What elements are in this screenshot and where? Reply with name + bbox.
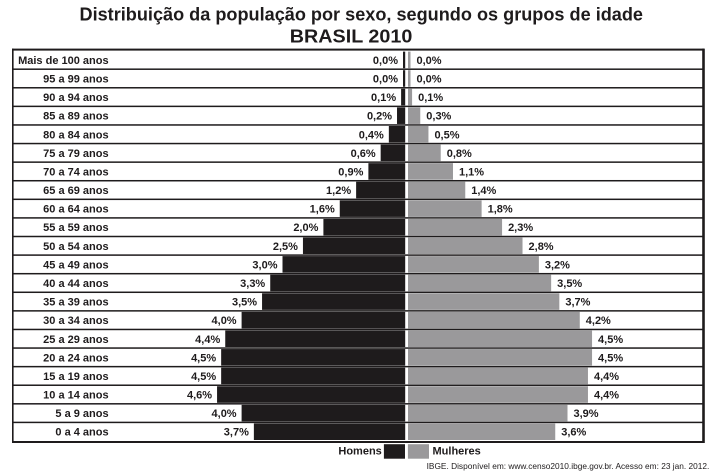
svg-text:70 a 74 anos: 70 a 74 anos [43, 166, 108, 178]
svg-text:3,6%: 3,6% [561, 427, 586, 439]
svg-text:45 a 49 anos: 45 a 49 anos [43, 259, 108, 271]
svg-text:1,2%: 1,2% [326, 185, 351, 197]
svg-text:0,2%: 0,2% [367, 111, 392, 123]
svg-text:4,2%: 4,2% [586, 315, 611, 327]
svg-text:3,7%: 3,7% [565, 297, 590, 309]
svg-text:0,5%: 0,5% [434, 129, 459, 141]
svg-text:5 a 9 anos: 5 a 9 anos [55, 408, 108, 420]
svg-text:0,0%: 0,0% [373, 55, 398, 67]
svg-text:10 a 14 anos: 10 a 14 anos [43, 390, 108, 402]
svg-text:4,4%: 4,4% [594, 390, 619, 402]
svg-text:0,4%: 0,4% [359, 129, 384, 141]
svg-text:4,6%: 4,6% [187, 390, 212, 402]
svg-text:25 a 29 anos: 25 a 29 anos [43, 334, 108, 346]
svg-text:3,7%: 3,7% [224, 427, 249, 439]
svg-text:Homens: Homens [338, 446, 381, 458]
svg-text:Mulheres: Mulheres [433, 446, 481, 458]
svg-text:15 a 19 anos: 15 a 19 anos [43, 371, 108, 383]
svg-text:0,9%: 0,9% [338, 166, 363, 178]
svg-text:0 a 4 anos: 0 a 4 anos [55, 427, 108, 439]
svg-text:90 a 94 anos: 90 a 94 anos [43, 92, 108, 104]
svg-text:4,5%: 4,5% [191, 352, 216, 364]
svg-text:85 a 89 anos: 85 a 89 anos [43, 111, 108, 123]
svg-text:4,4%: 4,4% [594, 371, 619, 383]
svg-text:4,4%: 4,4% [195, 334, 220, 346]
svg-text:4,5%: 4,5% [191, 371, 216, 383]
svg-text:75 a 79 anos: 75 a 79 anos [43, 148, 108, 160]
svg-text:Mais de 100 anos: Mais de 100 anos [18, 55, 109, 67]
svg-text:3,3%: 3,3% [240, 278, 265, 290]
svg-text:40 a 44 anos: 40 a 44 anos [43, 278, 108, 290]
svg-text:4,0%: 4,0% [212, 315, 237, 327]
svg-text:95 a 99 anos: 95 a 99 anos [43, 73, 108, 85]
svg-text:55 a 59 anos: 55 a 59 anos [43, 222, 108, 234]
svg-text:30 a 34 anos: 30 a 34 anos [43, 315, 108, 327]
svg-text:0,0%: 0,0% [417, 55, 442, 67]
svg-text:3,5%: 3,5% [557, 278, 582, 290]
svg-text:3,5%: 3,5% [232, 297, 257, 309]
svg-text:0,0%: 0,0% [373, 73, 398, 85]
svg-text:4,5%: 4,5% [598, 352, 623, 364]
svg-text:50 a 54 anos: 50 a 54 anos [43, 241, 108, 253]
svg-text:80 a 84 anos: 80 a 84 anos [43, 129, 108, 141]
svg-text:65 a 69 anos: 65 a 69 anos [43, 185, 108, 197]
svg-text:60 a 64 anos: 60 a 64 anos [43, 204, 108, 216]
svg-text:BRASIL 2010: BRASIL 2010 [290, 27, 413, 47]
svg-text:0,1%: 0,1% [418, 92, 443, 104]
svg-text:0,8%: 0,8% [447, 148, 472, 160]
svg-text:0,3%: 0,3% [426, 111, 451, 123]
svg-text:0,6%: 0,6% [351, 148, 376, 160]
svg-text:1,1%: 1,1% [459, 166, 484, 178]
svg-text:1,6%: 1,6% [310, 204, 335, 216]
svg-text:4,5%: 4,5% [598, 334, 623, 346]
svg-text:3,0%: 3,0% [252, 259, 277, 271]
svg-text:2,3%: 2,3% [508, 222, 533, 234]
svg-text:20 a 24 anos: 20 a 24 anos [43, 352, 108, 364]
svg-text:IBGE. Disponível em: www.censo: IBGE. Disponível em: www.censo2010.ibge.… [427, 461, 710, 471]
svg-text:3,9%: 3,9% [574, 408, 599, 420]
svg-text:35 a 39 anos: 35 a 39 anos [43, 297, 108, 309]
svg-text:4,0%: 4,0% [212, 408, 237, 420]
svg-text:0,0%: 0,0% [417, 73, 442, 85]
svg-text:2,8%: 2,8% [529, 241, 554, 253]
svg-text:3,2%: 3,2% [545, 259, 570, 271]
svg-text:Distribuição da população por: Distribuição da população por sexo, segu… [80, 4, 644, 24]
svg-text:0,1%: 0,1% [371, 92, 396, 104]
svg-text:2,0%: 2,0% [293, 222, 318, 234]
svg-text:1,8%: 1,8% [488, 204, 513, 216]
svg-text:1,4%: 1,4% [471, 185, 496, 197]
svg-text:2,5%: 2,5% [273, 241, 298, 253]
